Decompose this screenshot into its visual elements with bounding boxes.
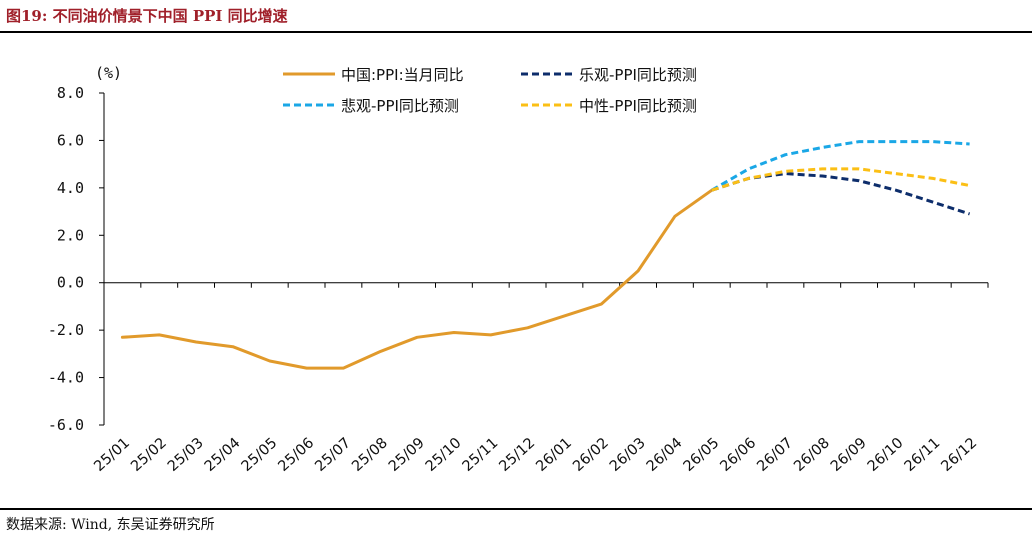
y-tick-label: 0.0 xyxy=(57,274,84,292)
legend-label: 中国:PPI:当月同比 xyxy=(341,66,464,84)
x-tick-label: 26/06 xyxy=(717,435,759,475)
legend-label: 中性-PPI同比预测 xyxy=(579,97,697,115)
legend-label: 乐观-PPI同比预测 xyxy=(579,66,697,84)
x-tick-label: 25/06 xyxy=(275,435,317,475)
x-tick-label: 26/07 xyxy=(754,435,796,475)
series-line-2 xyxy=(711,140,970,192)
y-tick-label: -2.0 xyxy=(48,321,84,339)
x-tick-label: 26/09 xyxy=(828,435,870,475)
bottom-rule xyxy=(0,508,1032,510)
x-tick-label: 25/11 xyxy=(460,435,502,475)
y-tick-label: 4.0 xyxy=(57,179,84,197)
x-tick-label: 26/05 xyxy=(681,435,723,475)
x-tick-label: 26/08 xyxy=(791,435,833,475)
x-tick-label: 25/09 xyxy=(386,435,428,475)
y-tick-label: 2.0 xyxy=(57,226,84,244)
x-tick-label: 25/04 xyxy=(202,435,244,475)
x-tick-label: 26/12 xyxy=(938,435,980,475)
x-tick-label: 26/11 xyxy=(902,435,944,475)
figure-title: 图19: 不同油价情景下中国 PPI 同比增速 xyxy=(6,7,288,25)
series-line-3 xyxy=(711,167,970,192)
x-tick-label: 26/04 xyxy=(644,435,686,475)
y-tick-label: 8.0 xyxy=(57,84,84,102)
chart-series xyxy=(120,140,971,370)
y-tick-label: -4.0 xyxy=(48,369,84,387)
ppi-line-chart: -6.0 -4.0 -2.0 0.0 2.0 4.0 6.0 8.0 (%) 25/0125/02… xyxy=(48,64,989,475)
x-tick-label: 26/01 xyxy=(533,435,575,475)
series-line-0 xyxy=(120,188,714,370)
chart-axes: -6.0 -4.0 -2.0 0.0 2.0 4.0 6.0 8.0 (%) 25/0125/02… xyxy=(48,64,989,475)
x-tick-label: 25/12 xyxy=(496,435,538,475)
y-unit-label: (%) xyxy=(95,64,122,82)
x-tick-label: 26/03 xyxy=(607,435,649,475)
x-tick-label: 25/02 xyxy=(128,435,170,475)
figure-source: 数据来源: Wind, 东吴证券研究所 xyxy=(6,517,215,533)
x-tick-label: 25/05 xyxy=(239,435,281,475)
y-tick-label: -6.0 xyxy=(48,416,84,434)
x-tick-label: 25/03 xyxy=(165,435,207,475)
x-tick-label: 25/08 xyxy=(349,435,391,475)
x-tick-label: 25/07 xyxy=(312,435,354,475)
top-rule xyxy=(0,31,1032,33)
x-tick-label: 25/10 xyxy=(423,435,465,475)
x-tick-label: 25/01 xyxy=(91,435,133,475)
x-tick-label: 26/02 xyxy=(570,435,612,475)
y-tick-label: 6.0 xyxy=(57,131,84,149)
x-tick-label: 26/10 xyxy=(865,435,907,475)
legend-label: 悲观-PPI同比预测 xyxy=(341,97,459,115)
